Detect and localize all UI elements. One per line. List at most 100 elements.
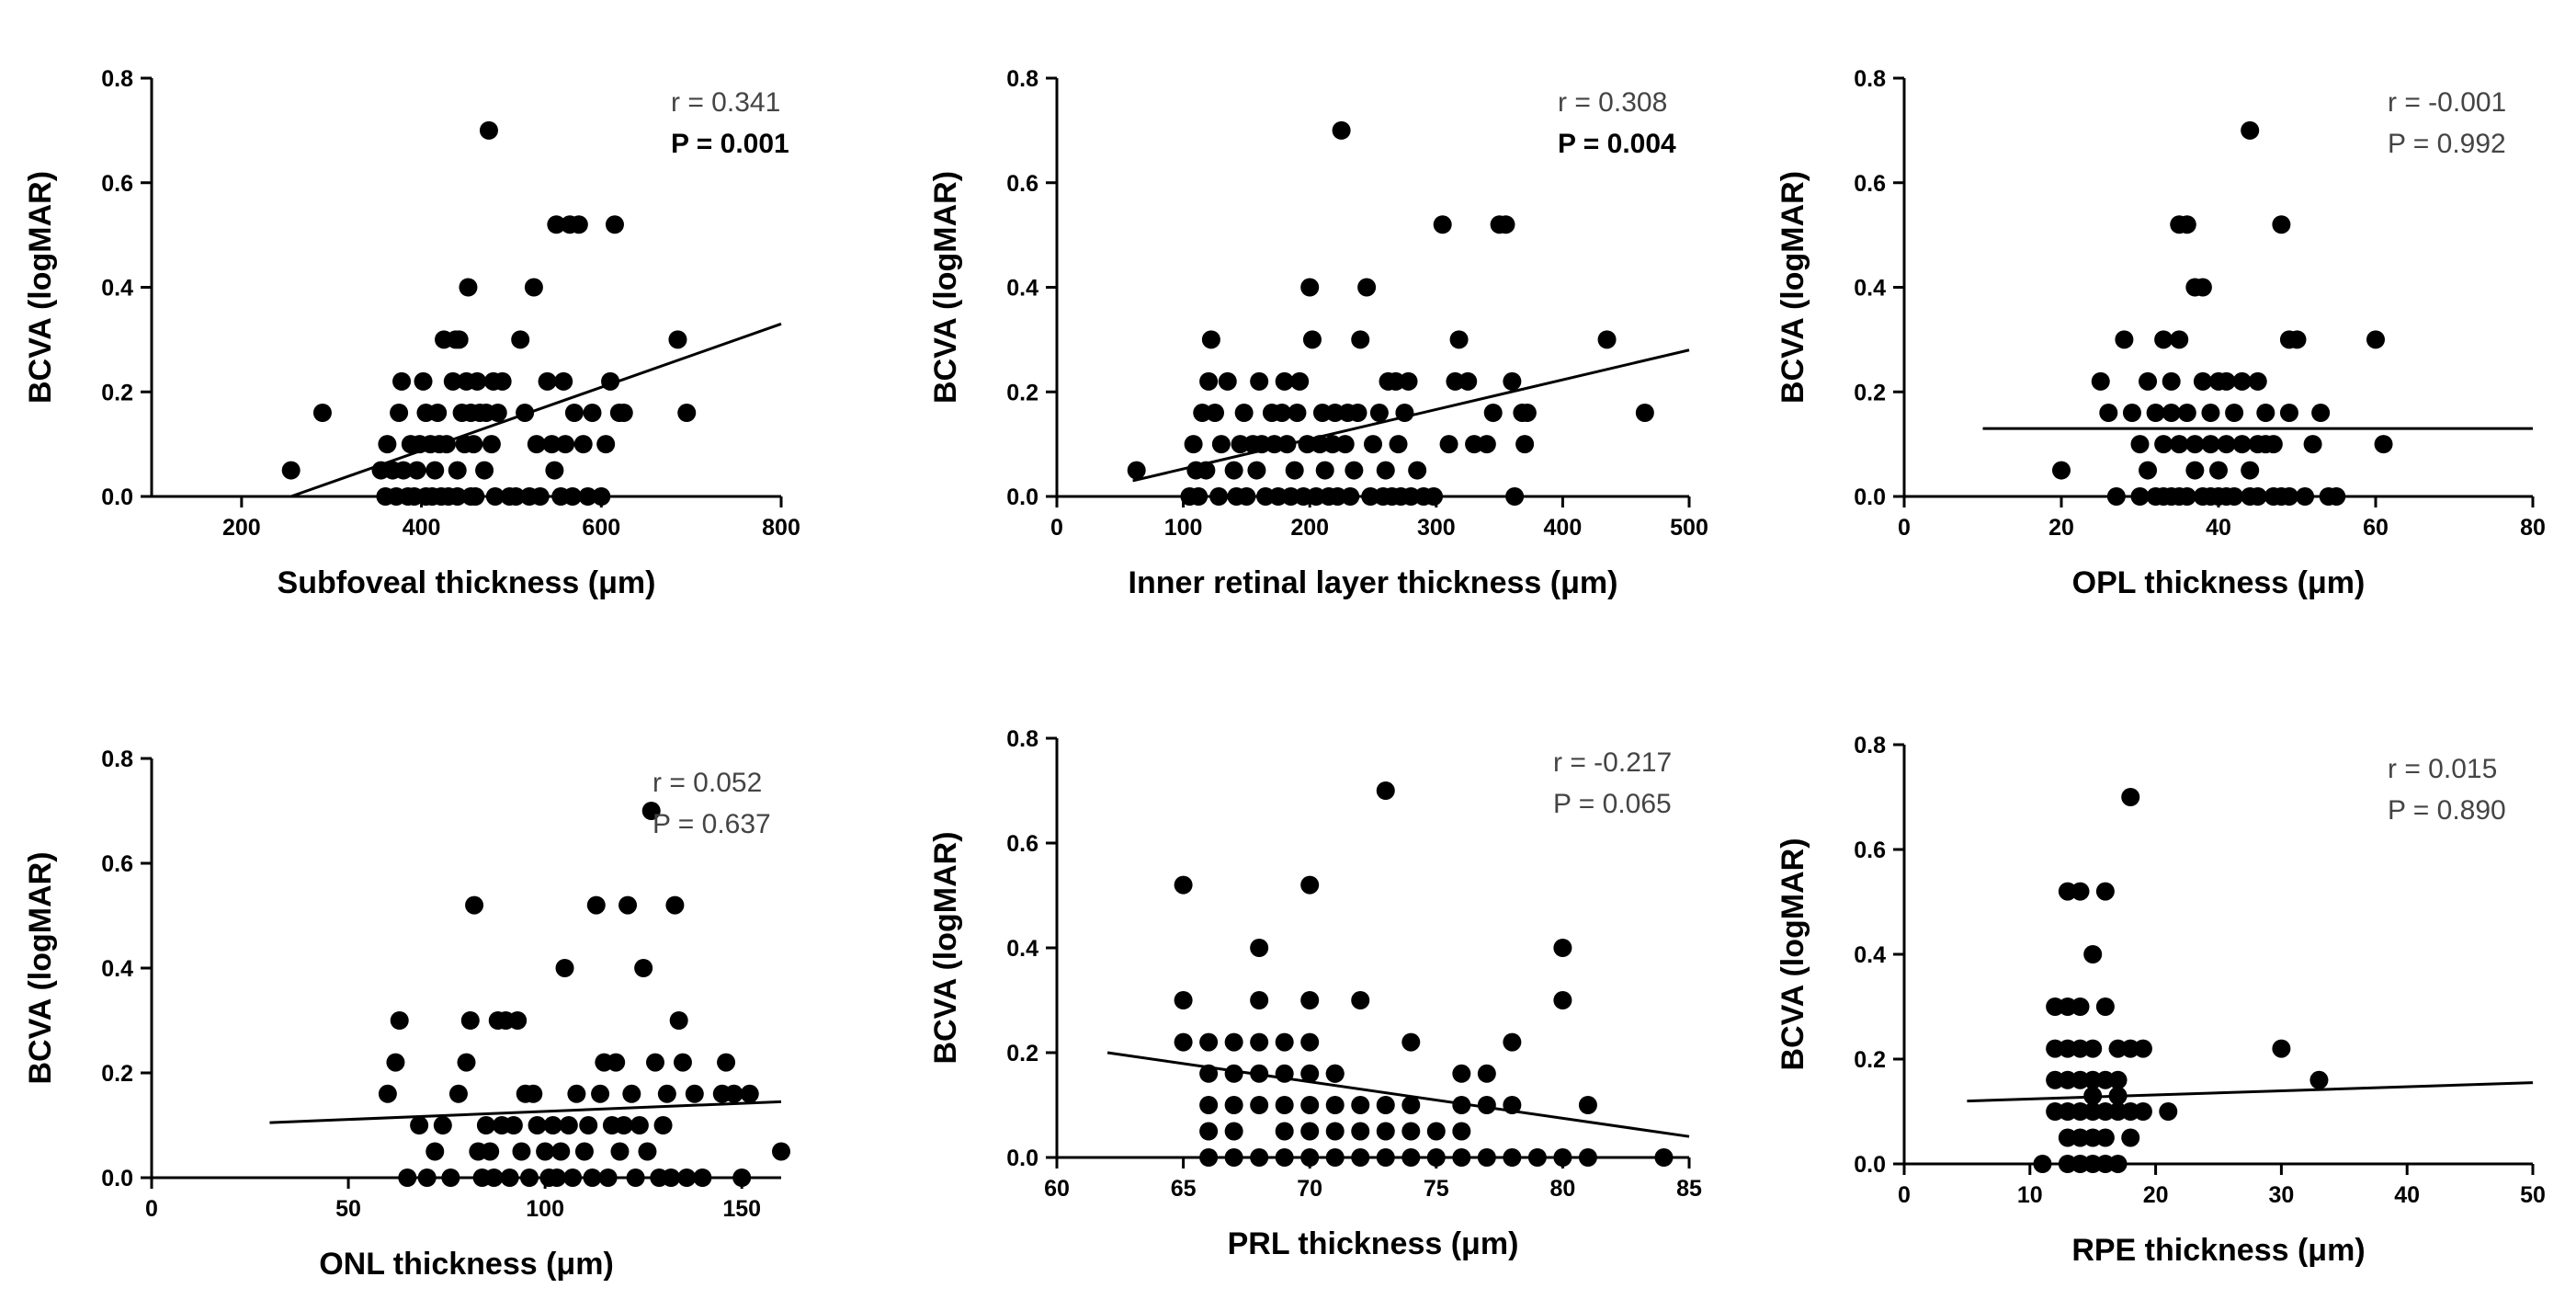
data-point — [2058, 1128, 2077, 1147]
data-point — [2083, 1128, 2103, 1147]
data-point — [2083, 1086, 2103, 1105]
data-point — [1201, 330, 1220, 349]
y-tick-label: 0.4 — [101, 276, 133, 302]
data-point — [2272, 1039, 2291, 1058]
data-point — [1389, 435, 1408, 454]
scatter-panel-4: 0 50 100 150 0.0 0.2 0.4 0.6 0.8 ONL thickness (μ… — [23, 747, 790, 1282]
data-point — [1307, 487, 1326, 506]
data-point — [1250, 371, 1269, 391]
data-point — [1300, 1064, 1320, 1083]
data-point — [2058, 882, 2077, 901]
data-point — [1302, 330, 1322, 349]
data-point — [1311, 435, 1330, 454]
data-point — [443, 371, 462, 391]
data-point — [1401, 1032, 1421, 1052]
data-point — [1361, 487, 1380, 506]
data-point — [610, 1142, 630, 1161]
data-point — [1325, 1148, 1345, 1167]
data-point — [1578, 1148, 1597, 1167]
data-point — [1224, 461, 1243, 480]
x-tick-label: 0 — [1898, 1182, 1911, 1208]
data-point — [538, 371, 557, 391]
data-point — [512, 1142, 531, 1161]
data-point — [2279, 487, 2298, 506]
data-point — [586, 895, 606, 915]
data-point — [506, 487, 526, 506]
data-point — [1277, 435, 1297, 454]
data-point — [634, 959, 653, 977]
x-tick-label: 50 — [335, 1196, 361, 1222]
data-point — [1553, 991, 1572, 1009]
data-point — [1199, 1032, 1219, 1052]
data-point — [2303, 435, 2322, 454]
data-point — [1345, 461, 1364, 480]
data-point — [524, 278, 543, 297]
y-tick-label: 0.6 — [101, 171, 133, 197]
correlation-r: r = 0.052 — [653, 768, 762, 798]
data-point — [1256, 487, 1276, 506]
data-point — [2232, 435, 2252, 454]
data-point — [1452, 1148, 1471, 1167]
y-tick-label: 0.0 — [101, 484, 133, 510]
data-point — [596, 435, 616, 454]
x-tick-label: 500 — [1670, 515, 1708, 541]
data-point — [1250, 1148, 1269, 1167]
data-point — [511, 330, 530, 349]
data-point — [2121, 788, 2140, 806]
x-tick-label: 30 — [2268, 1182, 2294, 1208]
data-point — [516, 404, 535, 422]
data-point — [2095, 882, 2115, 901]
data-point — [1328, 487, 1347, 506]
data-point — [2108, 1155, 2128, 1173]
data-point — [1197, 461, 1216, 480]
x-tick-label: 60 — [1044, 1176, 1070, 1202]
data-point — [1505, 487, 1525, 506]
data-point — [1376, 781, 1395, 800]
data-point — [2217, 435, 2236, 454]
data-point — [481, 1142, 500, 1161]
data-point — [464, 435, 483, 454]
data-point — [479, 120, 498, 140]
data-point — [1376, 1096, 1395, 1114]
data-point — [2185, 435, 2205, 454]
data-point — [2177, 215, 2196, 234]
scatter-panel-3: 0 20 40 60 80 0.0 0.2 0.4 0.6 0.8 OPL thickness (μ… — [1776, 66, 2546, 600]
p-value: P = 0.637 — [653, 809, 771, 839]
data-point — [2071, 1128, 2090, 1147]
data-point — [476, 1116, 495, 1134]
data-point — [485, 487, 505, 506]
data-point — [1272, 404, 1291, 422]
data-point — [1376, 1122, 1395, 1141]
data-point — [2225, 487, 2244, 506]
data-point — [2133, 1039, 2152, 1058]
data-point — [390, 1011, 409, 1030]
y-tick-label: 0.6 — [1854, 838, 1886, 863]
data-point — [527, 435, 546, 454]
data-point — [1193, 404, 1212, 422]
data-point — [398, 1168, 417, 1187]
data-point — [1401, 1096, 1421, 1114]
data-point — [1364, 435, 1382, 454]
data-point — [559, 1116, 578, 1134]
regression-line — [269, 1100, 782, 1124]
y-tick-label: 0.6 — [1006, 171, 1038, 197]
data-point — [378, 435, 397, 454]
x-tick-label: 70 — [1297, 1176, 1322, 1202]
x-tick-label: 400 — [1544, 515, 1583, 541]
data-point — [484, 1168, 504, 1187]
data-point — [2083, 1102, 2103, 1121]
y-axis-title: BCVA (logMAR) — [23, 851, 58, 1084]
data-point — [1449, 330, 1469, 349]
data-point — [1275, 1148, 1294, 1167]
data-point — [2209, 461, 2228, 480]
data-point — [607, 1053, 626, 1072]
data-point — [2170, 330, 2189, 349]
data-point — [2327, 487, 2346, 506]
data-point — [1325, 1096, 1345, 1114]
y-tick-label: 0.8 — [1854, 733, 1886, 758]
data-point — [1635, 404, 1654, 422]
data-point — [547, 1168, 566, 1187]
x-tick-label: 200 — [222, 515, 261, 541]
data-point — [668, 330, 687, 349]
